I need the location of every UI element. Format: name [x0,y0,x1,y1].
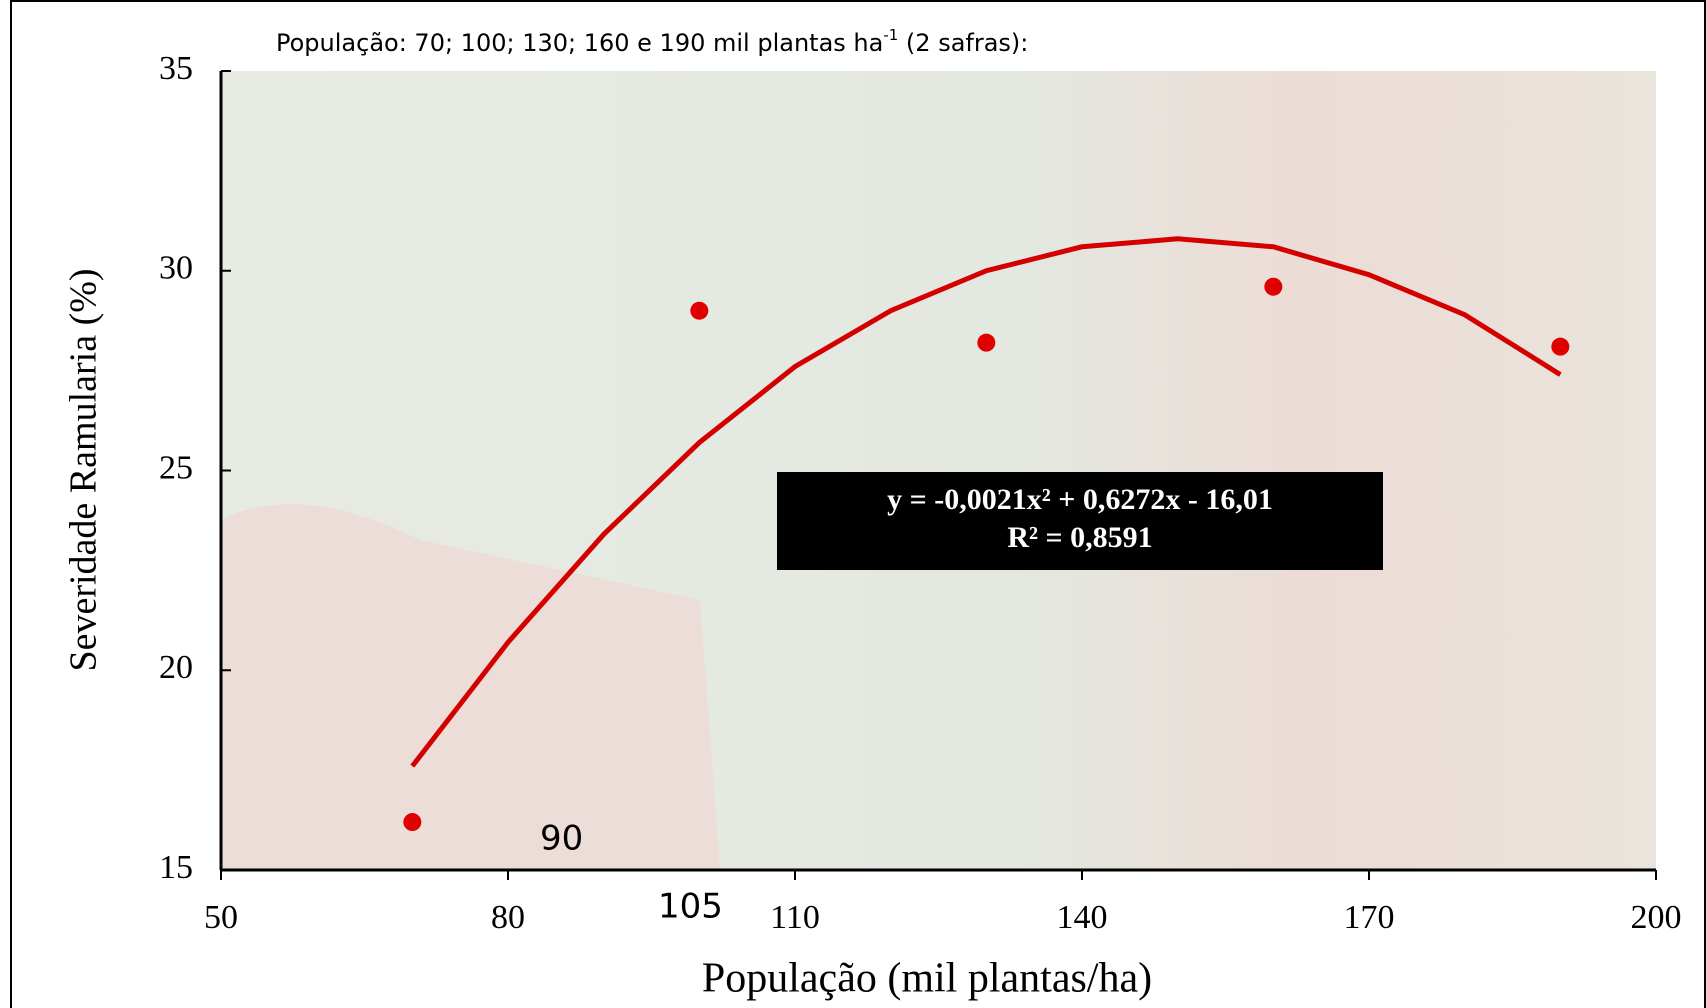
y-tick-label: 30 [159,250,193,287]
annotation: 90 [540,819,583,859]
equation: y = -0,0021x² + 0,6272x - 16,01 [887,483,1273,516]
data-point [977,333,996,352]
x-tick-label: 50 [204,899,238,936]
y-tick-label: 35 [159,50,193,87]
r-squared: R² = 0,8591 [1007,521,1152,554]
data-point [690,301,709,320]
header-sup: -1 [883,26,898,44]
annotation: 105 [658,887,723,927]
header-main: População: 70; 100; 130; 160 e 190 mil p… [276,29,883,57]
x-axis-label: População (mil plantas/ha) [702,956,1152,1002]
header: População: 70; 100; 130; 160 e 190 mil p… [276,26,1028,58]
data-point [1551,337,1570,356]
data-point [403,813,422,832]
x-tick-label: 170 [1344,899,1395,936]
data-point [1264,277,1283,296]
y-tick-label: 15 [159,849,193,886]
header-tail: (2 safras): [898,29,1028,57]
x-tick-label: 200 [1631,899,1682,936]
trendline [410,236,1562,768]
equation-box [777,472,1383,570]
x-tick-label: 110 [770,899,820,936]
plot: 50 80 110 140 170 200 15 20 25 30 35 [159,50,1682,936]
x-tick-label: 80 [491,899,525,936]
y-axis-label: Severidade Ramularia (%) [63,268,105,671]
y-tick-label: 20 [159,649,193,686]
x-tick-label: 140 [1057,899,1108,936]
y-tick-label: 25 [159,449,193,486]
